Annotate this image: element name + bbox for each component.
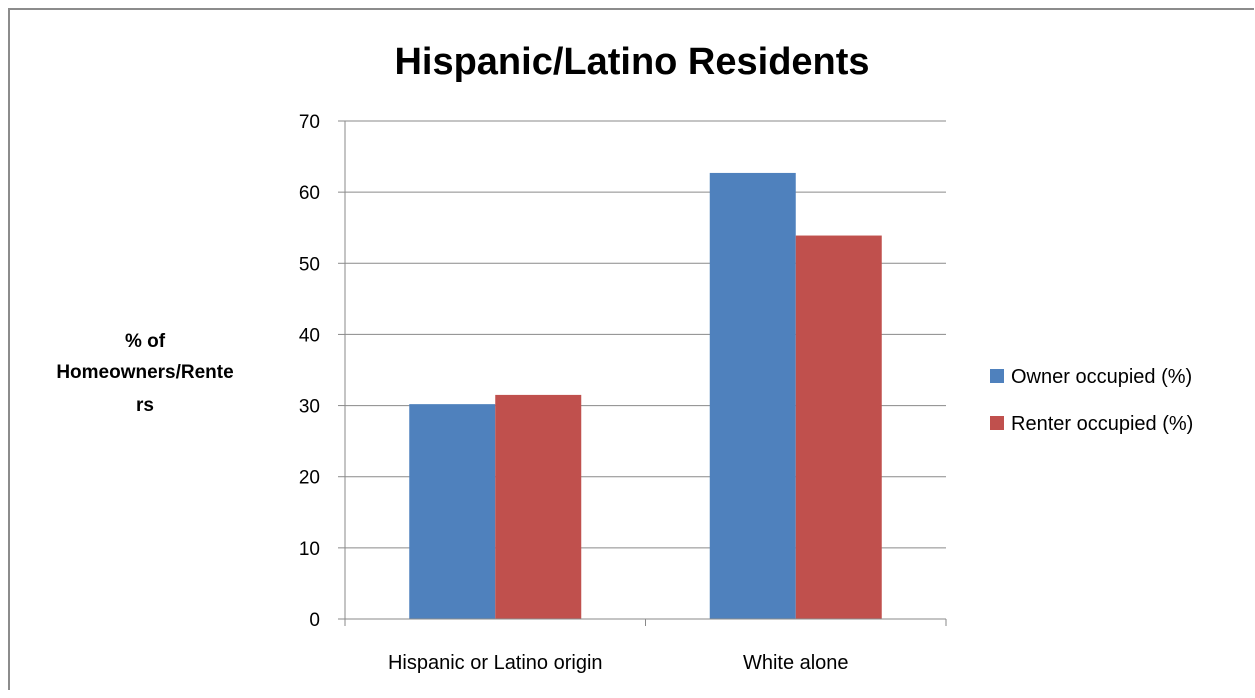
legend-label: Renter occupied (%) bbox=[1011, 413, 1193, 435]
legend-label: Owner occupied (%) bbox=[1011, 366, 1192, 388]
x-category-label: Hispanic or Latino origin bbox=[388, 652, 603, 674]
legend: Owner occupied (%) Renter occupied (%) bbox=[990, 366, 1193, 435]
bars bbox=[409, 172, 882, 620]
chart-title: Hispanic/Latino Residents bbox=[394, 41, 869, 83]
y-tick-label: 10 bbox=[299, 539, 320, 560]
y-tick-label: 70 bbox=[299, 112, 320, 133]
legend-swatch bbox=[990, 369, 1004, 383]
y-tick-label: 60 bbox=[299, 183, 320, 204]
axes bbox=[344, 121, 947, 626]
y-axis-label: % of Homeowners/Rente rs bbox=[56, 331, 233, 416]
y-tick-label: 30 bbox=[299, 397, 320, 418]
y-axis-label-line-3: rs bbox=[136, 395, 154, 416]
y-axis-ticks: 0 10 20 30 40 50 60 70 bbox=[299, 112, 345, 631]
x-axis-category-labels: Hispanic or Latino origin White alone bbox=[388, 652, 849, 674]
y-tick-label: 20 bbox=[299, 468, 320, 489]
bar-owner-white bbox=[709, 172, 796, 620]
bar-renter-white bbox=[795, 235, 882, 620]
y-axis-label-line-1: % of bbox=[125, 331, 166, 352]
bar-owner-hispanic bbox=[409, 404, 496, 619]
bar-renter-hispanic bbox=[495, 394, 582, 619]
chart-frame bbox=[8, 8, 1254, 690]
x-category-label: White alone bbox=[743, 652, 849, 674]
y-tick-label: 40 bbox=[299, 325, 320, 346]
y-tick-label: 50 bbox=[299, 254, 320, 275]
y-axis-label-line-2: Homeowners/Rente bbox=[56, 362, 233, 383]
legend-swatch bbox=[990, 416, 1004, 430]
y-tick-label: 0 bbox=[309, 610, 320, 631]
